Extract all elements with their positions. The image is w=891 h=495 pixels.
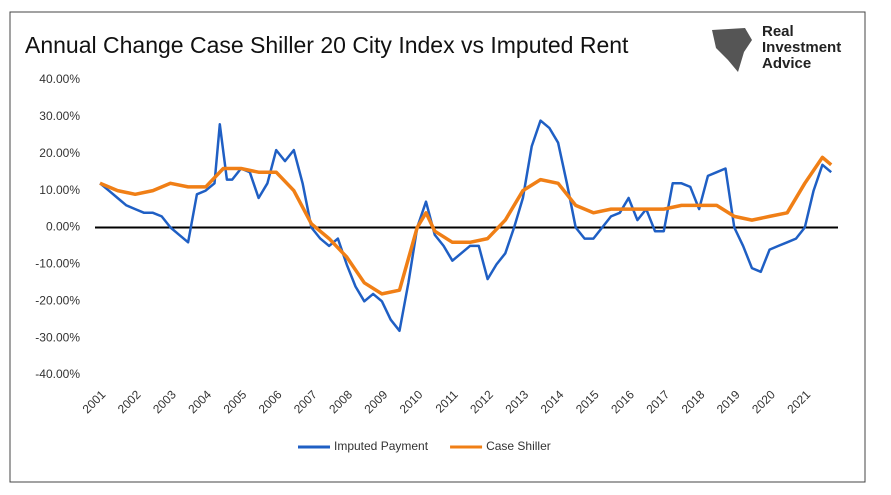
x-tick-label: 2017	[643, 387, 672, 416]
chart-title: Annual Change Case Shiller 20 City Index…	[25, 32, 629, 58]
x-tick-label: 2009	[362, 387, 391, 416]
y-tick-label: 30.00%	[39, 109, 80, 123]
x-tick-label: 2013	[502, 387, 531, 416]
x-tick-label: 2021	[784, 387, 813, 416]
y-tick-label: -30.00%	[35, 330, 80, 344]
y-tick-label: 0.00%	[46, 220, 80, 234]
x-tick-label: 2006	[256, 387, 285, 416]
x-tick-label: 2010	[397, 387, 426, 416]
series-line	[99, 155, 833, 296]
x-tick-label: 2020	[749, 387, 778, 416]
x-tick-label: 2014	[538, 387, 567, 416]
x-tick-label: 2015	[573, 387, 602, 416]
logo-icon	[712, 28, 752, 72]
x-tick-label: 2001	[80, 387, 109, 416]
y-tick-label: -10.00%	[35, 257, 80, 271]
x-tick-label: 2016	[608, 387, 637, 416]
y-tick-label: 20.00%	[39, 146, 80, 160]
y-tick-label: 10.00%	[39, 183, 80, 197]
x-tick-label: 2002	[115, 387, 144, 416]
x-tick-label: 2007	[291, 387, 320, 416]
logo-text: Advice	[762, 55, 811, 72]
logo-text: Real	[762, 23, 794, 40]
x-tick-label: 2019	[714, 387, 743, 416]
y-tick-label: -20.00%	[35, 293, 80, 307]
y-tick-label: -40.00%	[35, 367, 80, 381]
x-tick-label: 2011	[433, 387, 461, 415]
series-line	[99, 119, 833, 333]
logo: Real Investment Advice	[712, 23, 841, 72]
frame	[9, 11, 866, 483]
x-tick-label: 2003	[150, 387, 179, 416]
x-tick-label: 2005	[221, 387, 250, 416]
x-tick-label: 2018	[679, 387, 708, 416]
x-tick-label: 2008	[326, 387, 355, 416]
legend-label: Case Shiller	[486, 439, 551, 453]
y-tick-label: 40.00%	[39, 72, 80, 86]
legend-label: Imputed Payment	[334, 439, 429, 453]
logo-text: Investment	[762, 39, 841, 56]
x-tick-label: 2012	[467, 387, 496, 416]
x-tick-label: 2004	[185, 387, 214, 416]
